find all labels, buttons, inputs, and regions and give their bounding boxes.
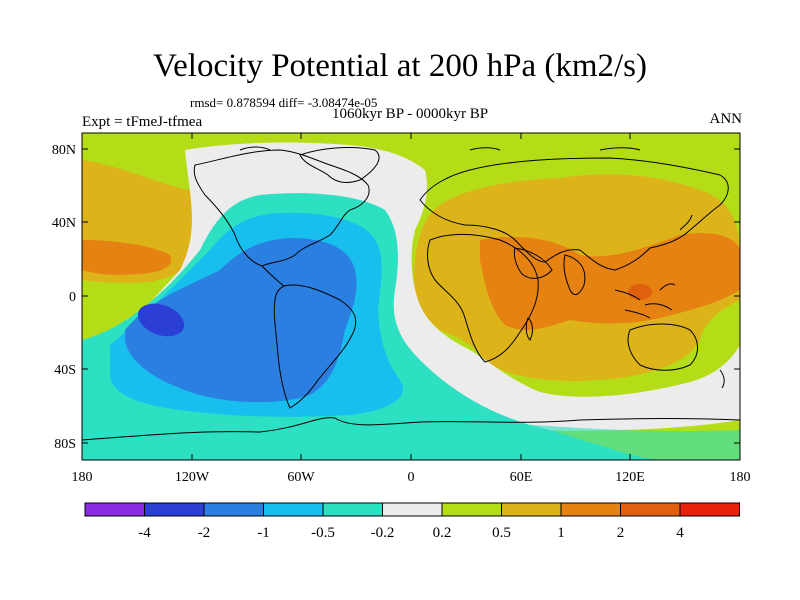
coast-eurasia — [419, 157, 729, 271]
coast-central-america — [261, 265, 285, 287]
colorbar-box-3 — [263, 502, 324, 517]
band-1-2-east — [480, 233, 740, 330]
coast-india — [563, 254, 586, 296]
coast-maritime-continent — [614, 283, 676, 319]
coast-new-zealand — [719, 369, 725, 389]
colorbar-box-9 — [620, 502, 681, 517]
colorbar-label-0: -4 — [138, 525, 151, 541]
colorbar-label-2: -1 — [257, 525, 270, 541]
coast-antarctica — [82, 417, 740, 441]
colorbar-label-3: -0.5 — [311, 525, 335, 541]
colorbar-box-1 — [144, 502, 205, 517]
lat-tick-labels: 80N 40N 0 40S 80S — [52, 143, 76, 452]
coast-japan — [679, 214, 693, 231]
coastlines — [82, 146, 740, 441]
experiment-label: Expt = tFmeJ-tfmea — [82, 114, 203, 130]
colorbar-label-9: 4 — [676, 525, 684, 541]
colorbar-label-5: 0.2 — [433, 525, 452, 541]
lat-label-40n: 40N — [52, 216, 76, 231]
band-antarctic — [82, 418, 740, 460]
plot-title: Velocity Potential at 200 hPa (km2/s) — [152, 48, 648, 84]
lon-label-180e: 180 — [730, 470, 751, 485]
lon-label-120w: 120W — [175, 470, 210, 485]
band-blue — [125, 238, 357, 403]
lat-label-80n: 80N — [52, 143, 76, 158]
period-subtitle: 1060kyr BP - 0000kyr BP — [331, 106, 489, 122]
coast-north-america — [193, 149, 370, 267]
lat-tick-marks — [82, 148, 740, 444]
colorbar-label-4: -0.2 — [371, 525, 395, 541]
lat-label-0: 0 — [69, 290, 76, 305]
colorbar-box-6 — [441, 502, 502, 517]
lon-tick-labels: 180 120W 60W 0 60E 120E 180 — [72, 470, 751, 485]
band-1-2-west-pacific — [82, 240, 172, 275]
coast-africa — [427, 233, 539, 363]
colorbar-box-10 — [679, 502, 740, 517]
band-2-4-core — [628, 284, 652, 300]
colorbar — [84, 502, 740, 517]
colorbar-box-4 — [322, 502, 383, 517]
coast-madagascar — [525, 317, 533, 341]
coast-arctic-islands — [239, 146, 641, 151]
band-dark-blue-core — [137, 303, 185, 337]
coast-arabia — [513, 247, 553, 279]
colorbar-box-5 — [382, 502, 443, 517]
colorbar-box-7 — [501, 502, 562, 517]
colorbar-box-0 — [84, 502, 145, 517]
contour-fill — [82, 133, 740, 460]
colorbar-label-7: 1 — [557, 525, 565, 541]
colorbar-box-8 — [560, 502, 621, 517]
coast-greenland — [299, 147, 380, 183]
rmsd-diff-text: rmsd= 0.878594 diff= -3.08474e-05 — [190, 95, 378, 110]
colorbar-labels: -4 -2 -1 -0.5 -0.2 0.2 0.5 1 2 4 — [138, 525, 684, 541]
coast-australia — [627, 323, 698, 371]
colorbar-label-1: -2 — [198, 525, 211, 541]
season-label: ANN — [709, 111, 743, 127]
lon-label-60e: 60E — [510, 470, 533, 485]
lon-label-0: 0 — [408, 470, 415, 485]
colorbar-box-2 — [203, 502, 264, 517]
lat-label-40s: 40S — [54, 363, 76, 378]
colorbar-label-8: 2 — [617, 525, 625, 541]
lon-label-60w: 60W — [287, 470, 315, 485]
lon-label-120e: 120E — [615, 470, 645, 485]
coast-south-america — [273, 284, 357, 409]
colorbar-label-6: 0.5 — [492, 525, 511, 541]
lat-label-80s: 80S — [54, 437, 76, 452]
lon-label-180w: 180 — [72, 470, 93, 485]
lon-tick-marks — [81, 133, 741, 460]
